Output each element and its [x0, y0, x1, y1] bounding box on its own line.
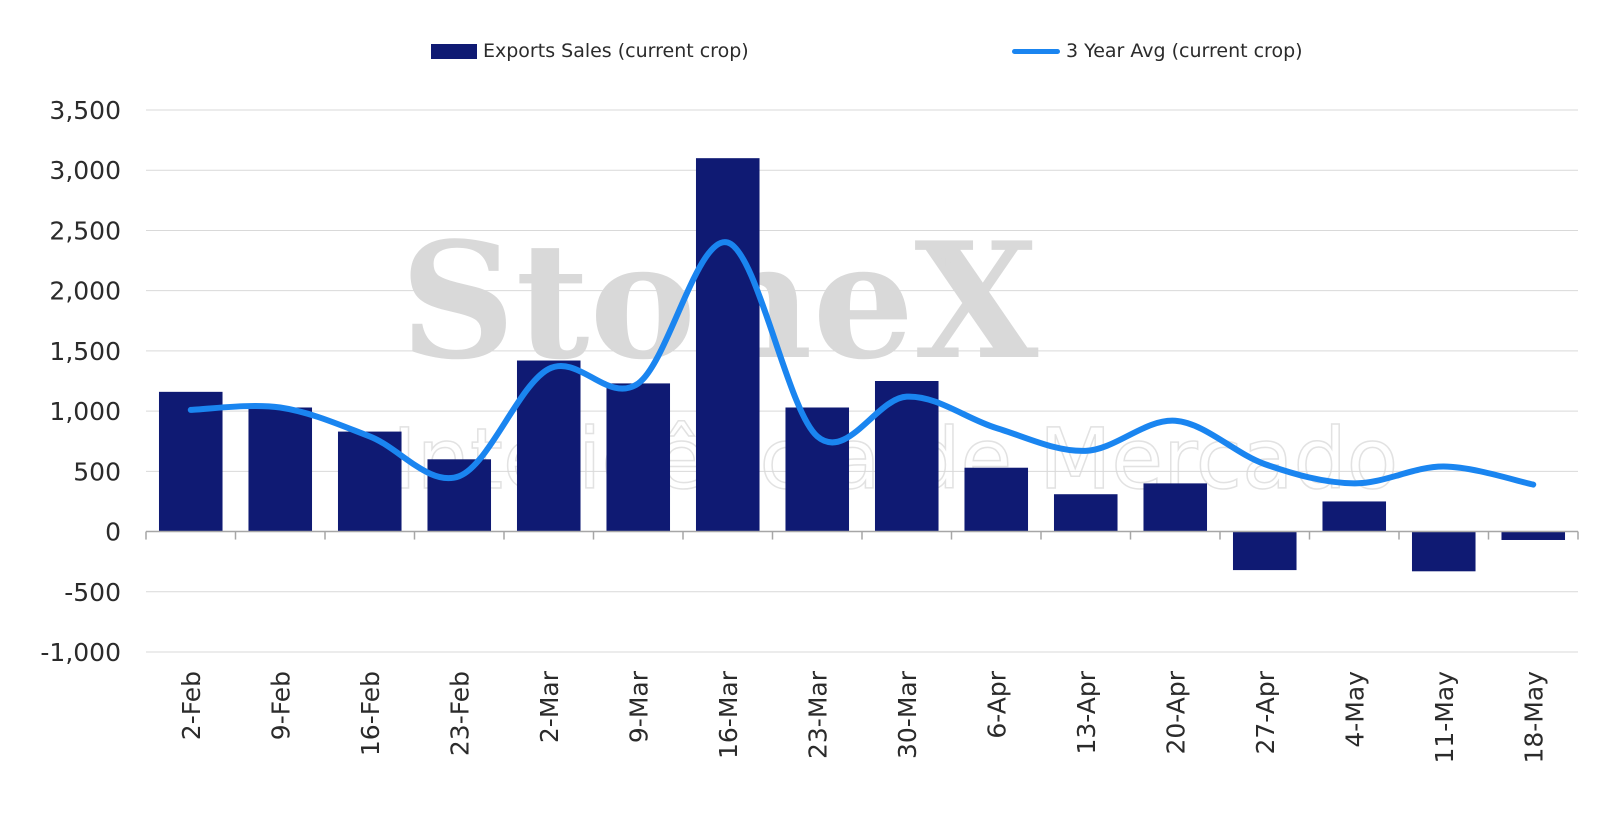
x-tick-label: 16-Feb: [356, 671, 385, 756]
y-tick-label: -1,000: [40, 638, 121, 667]
bar: [1411, 531, 1476, 572]
bar: [1322, 501, 1387, 532]
x-tick-label: 2-Mar: [535, 670, 564, 743]
bar: [1053, 494, 1118, 532]
x-tick-label: 13-Apr: [1072, 670, 1101, 754]
bar: [1232, 531, 1297, 571]
y-tick-label: 3,000: [49, 156, 121, 185]
y-tick-label: 3,500: [49, 96, 121, 125]
bar: [785, 407, 850, 532]
x-tick-label: 30-Mar: [893, 670, 922, 759]
x-tick-label: 20-Apr: [1161, 670, 1190, 754]
y-tick-label: 1,000: [49, 397, 121, 426]
x-tick-label: 2-Feb: [177, 671, 206, 740]
x-tick-label: 16-Mar: [714, 670, 743, 759]
legend-item-3-year-avg: 3 Year Avg (current crop): [1012, 40, 1303, 62]
x-axis-tick-labels: 2-Feb 9-Feb 16-Feb 23-Feb 2-Mar 9-Mar 16-Mar 23…: [177, 670, 1549, 763]
y-axis-tick-labels: -1,000 -500 0 500 1,000 1,500 2,000 2,500 3,000 3…: [40, 96, 121, 667]
y-tick-label: 1,500: [49, 337, 121, 366]
x-tick-label: 23-Feb: [445, 671, 474, 756]
y-tick-label: 0: [105, 518, 121, 547]
x-tick-label: 23-Mar: [803, 670, 832, 759]
bar: [606, 383, 671, 532]
y-tick-label: 2,500: [49, 216, 121, 245]
bar: [1501, 531, 1566, 540]
legend-bar-swatch: [431, 43, 477, 59]
line-series: [187, 239, 1537, 488]
y-tick-label: 500: [73, 457, 121, 486]
x-tick-label: 6-Apr: [982, 670, 1011, 738]
bar: [1143, 483, 1208, 532]
bar: [248, 407, 313, 532]
bar: [158, 391, 223, 532]
bar: [427, 459, 492, 532]
legend-label-exports-sales: Exports Sales (current crop): [483, 40, 749, 62]
legend-item-exports-sales: Exports Sales (current crop): [431, 40, 749, 62]
watermark-registered-mark: ®: [938, 251, 960, 276]
x-tick-label: 11-May: [1430, 671, 1459, 764]
x-axis: [145, 530, 1579, 540]
y-tick-label: 2,000: [49, 277, 121, 306]
x-tick-label: 9-Mar: [624, 670, 653, 743]
bar: [964, 467, 1029, 532]
x-tick-label: 18-May: [1519, 671, 1548, 764]
bar: [695, 158, 760, 532]
legend-label-3-year-avg: 3 Year Avg (current crop): [1066, 40, 1303, 62]
legend-line-swatch: [1012, 48, 1060, 54]
avg-line: [187, 239, 1537, 488]
y-tick-label: -500: [64, 578, 121, 607]
x-tick-label: 9-Feb: [266, 671, 295, 740]
x-tick-label: 4-May: [1340, 671, 1369, 748]
x-tick-label: 27-Apr: [1251, 670, 1280, 754]
